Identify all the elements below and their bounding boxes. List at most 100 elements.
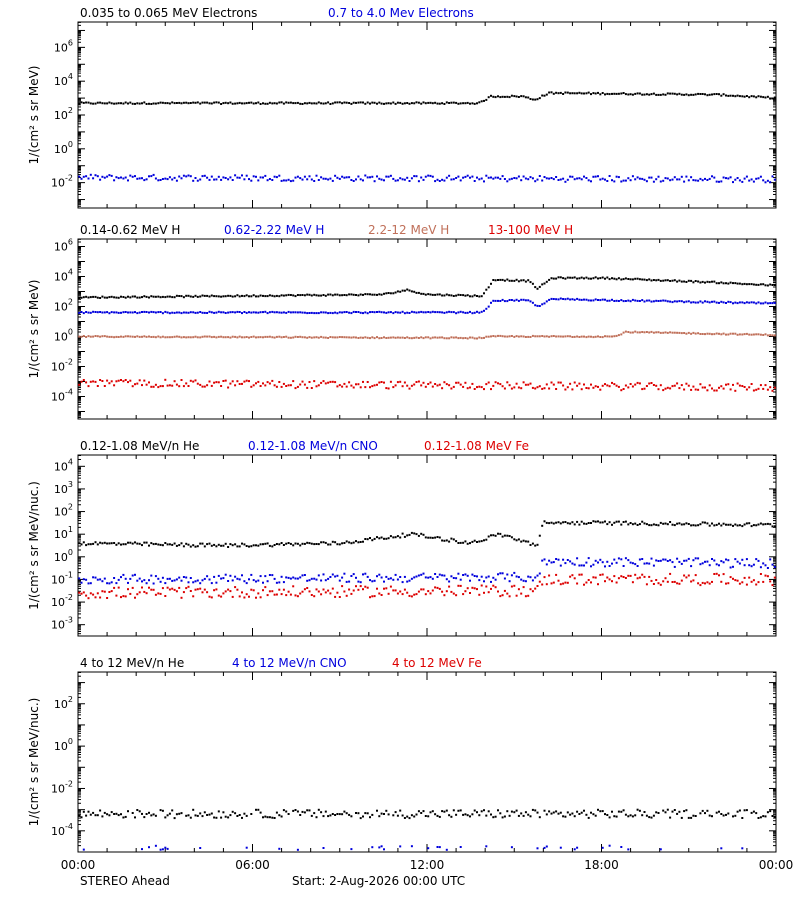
- data-point: [324, 102, 327, 105]
- data-point: [638, 300, 641, 302]
- data-point: [766, 95, 769, 98]
- data-point: [143, 816, 146, 819]
- data-point: [345, 580, 348, 583]
- data-point: [99, 178, 102, 181]
- data-point: [741, 817, 744, 819]
- data-point: [452, 809, 455, 812]
- data-point: [585, 561, 588, 564]
- data-point: [257, 380, 260, 383]
- data-point: [466, 294, 469, 297]
- data-point: [680, 332, 683, 335]
- data-point: [445, 539, 448, 542]
- data-point: [615, 520, 618, 523]
- data-point: [557, 298, 560, 301]
- data-point: [687, 816, 690, 819]
- data-point: [329, 380, 332, 383]
- data-point: [429, 101, 432, 104]
- data-point: [762, 562, 765, 565]
- data-point: [597, 277, 599, 280]
- data-point: [115, 296, 118, 299]
- data-point: [355, 812, 357, 814]
- data-point: [538, 580, 541, 583]
- data-point: [727, 582, 730, 585]
- data-point: [87, 296, 90, 299]
- data-point: [499, 595, 502, 598]
- data-point: [624, 557, 627, 560]
- data-point: [676, 812, 679, 815]
- data-point: [720, 847, 723, 850]
- data-point: [664, 577, 667, 580]
- data-point: [157, 102, 160, 105]
- data-point: [457, 584, 460, 587]
- data-point: [471, 102, 474, 105]
- data-point: [571, 92, 574, 95]
- data-point: [282, 581, 285, 584]
- data-point: [120, 335, 122, 338]
- data-point: [550, 297, 553, 300]
- data-point: [392, 292, 395, 295]
- data-point: [282, 809, 285, 812]
- data-point: [552, 92, 555, 95]
- data-point: [355, 576, 357, 579]
- data-point: [161, 385, 164, 388]
- data-point: [164, 846, 167, 849]
- data-point: [634, 299, 637, 302]
- data-point: [364, 174, 367, 177]
- data-point: [762, 179, 765, 182]
- data-point: [413, 336, 416, 339]
- data-point: [366, 293, 369, 296]
- data-point: [152, 385, 155, 388]
- data-point: [373, 337, 376, 340]
- data-point: [106, 582, 109, 585]
- data-point: [620, 180, 623, 183]
- data-point: [206, 335, 209, 338]
- data-point: [624, 813, 627, 816]
- series-points: [78, 330, 776, 340]
- data-point: [601, 810, 604, 813]
- data-point: [713, 280, 716, 283]
- data-point: [704, 560, 706, 563]
- data-point: [627, 386, 630, 389]
- data-point: [106, 175, 109, 178]
- data-point: [562, 582, 565, 585]
- data-point: [110, 311, 113, 314]
- plot-frame: [77, 671, 777, 853]
- data-point: [655, 811, 658, 814]
- data-point: [769, 523, 772, 526]
- data-point: [662, 522, 665, 525]
- data-point: [576, 335, 579, 338]
- data-point: [671, 561, 674, 564]
- data-point: [629, 179, 632, 182]
- data-point: [585, 298, 588, 301]
- data-point: [159, 385, 162, 388]
- data-point: [420, 573, 423, 576]
- data-point: [208, 335, 211, 338]
- data-point: [322, 541, 325, 544]
- data-point: [343, 176, 346, 179]
- data-point: [494, 176, 497, 179]
- data-point: [220, 311, 223, 314]
- data-point: [673, 331, 676, 334]
- data-point: [145, 582, 148, 585]
- data-point: [571, 276, 574, 279]
- data-point: [159, 543, 162, 546]
- data-point: [131, 385, 134, 388]
- data-point: [762, 283, 765, 286]
- data-point: [229, 176, 232, 179]
- data-point: [769, 580, 772, 583]
- data-point: [224, 312, 227, 314]
- data-point: [455, 577, 458, 580]
- data-point: [145, 383, 148, 386]
- data-point: [499, 96, 502, 99]
- data-point: [92, 593, 95, 596]
- data-point: [201, 311, 204, 314]
- data-point: [129, 335, 132, 338]
- data-point: [159, 296, 162, 299]
- data-point: [392, 336, 395, 339]
- data-point: [215, 101, 218, 104]
- data-point: [278, 543, 281, 546]
- data-point: [741, 333, 744, 336]
- data-point: [520, 298, 523, 301]
- series-points: [78, 572, 776, 600]
- data-point: [685, 175, 688, 178]
